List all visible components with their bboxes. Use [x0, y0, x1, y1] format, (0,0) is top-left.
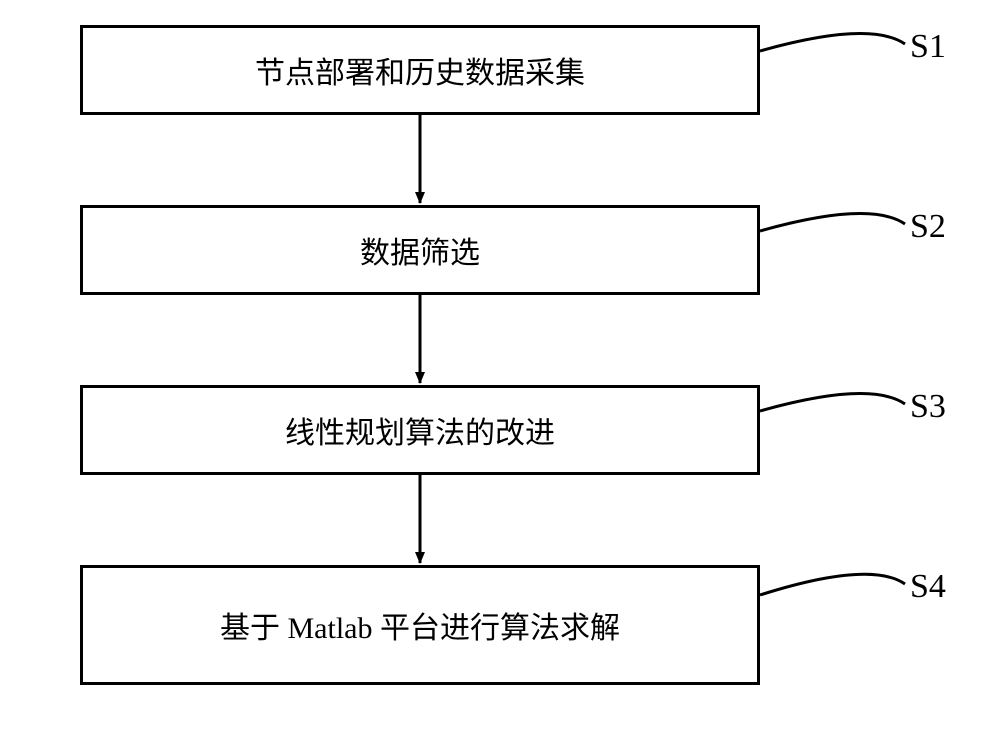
connector-s1	[760, 34, 905, 51]
step-label-s3: S3	[910, 388, 946, 426]
step-text-s2: 数据筛选	[360, 228, 480, 272]
step-text-s4: 基于 Matlab 平台进行算法求解	[220, 603, 620, 647]
step-label-s1: S1	[910, 28, 946, 66]
step-box-s3: 线性规划算法的改进	[80, 385, 760, 475]
flowchart-canvas: 节点部署和历史数据采集 数据筛选 线性规划算法的改进 基于 Matlab 平台进…	[0, 0, 1000, 738]
step-label-s4: S4	[910, 568, 946, 606]
connector-s2	[760, 214, 905, 231]
step-box-s1: 节点部署和历史数据采集	[80, 25, 760, 115]
step-box-s4: 基于 Matlab 平台进行算法求解	[80, 565, 760, 685]
step-text-s1: 节点部署和历史数据采集	[255, 48, 585, 92]
step-label-s2: S2	[910, 208, 946, 246]
step-text-s3: 线性规划算法的改进	[285, 408, 555, 452]
step-box-s2: 数据筛选	[80, 205, 760, 295]
connector-s4	[760, 574, 905, 595]
connector-s3	[760, 394, 905, 411]
